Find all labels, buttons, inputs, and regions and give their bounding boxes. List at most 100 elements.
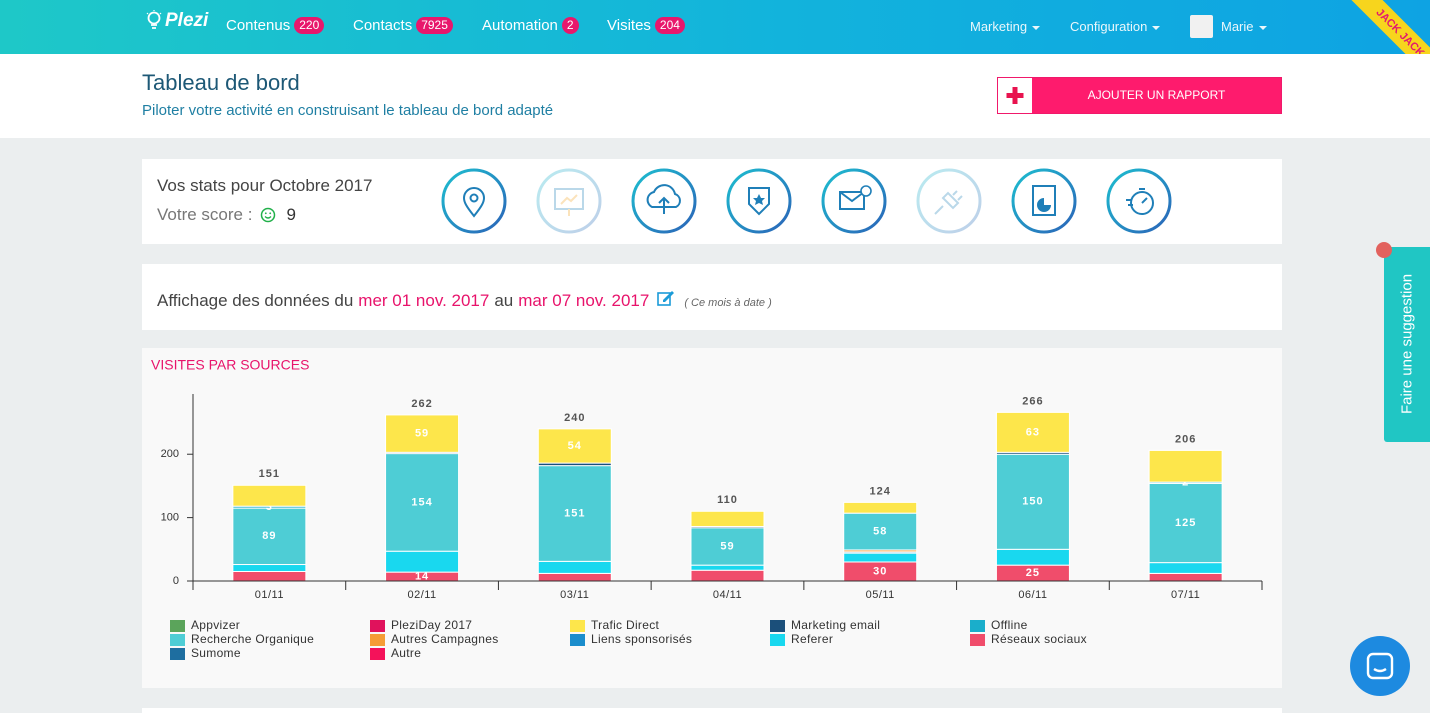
legend-swatch — [170, 634, 185, 646]
legend-label: Sumome — [191, 646, 241, 660]
bar-segment — [690, 564, 765, 571]
button-label: AJOUTER UN RAPPORT — [1032, 78, 1281, 113]
score-label: Votre score : — [157, 205, 253, 224]
bar-segment — [690, 569, 765, 582]
bar-segment — [995, 453, 1070, 550]
legend-label: Marketing email — [791, 618, 880, 632]
nav-label: Contenus — [226, 17, 291, 34]
nav-label: Automation — [482, 17, 558, 34]
legend-swatch — [970, 634, 985, 646]
x-tick-label: 05/11 — [866, 589, 895, 601]
stat-icon[interactable] — [916, 168, 982, 234]
bar-segment — [1148, 482, 1223, 564]
logo-text: Plezi — [165, 10, 209, 31]
chart-title: VISITES PAR SOURCES — [151, 357, 309, 373]
add-report-button[interactable]: AJOUTER UN RAPPORT — [997, 77, 1282, 114]
nav-badge: 7925 — [416, 17, 453, 34]
bar-segment — [537, 572, 612, 582]
page-title: Tableau de bord — [142, 70, 300, 95]
segment-label: 89 — [262, 530, 276, 542]
legend-label: Trafic Direct — [591, 618, 659, 632]
period-prefix: Affichage des données du — [157, 291, 354, 310]
nav-label: Visites — [607, 17, 651, 34]
bar-segment — [385, 453, 460, 552]
bar-segment — [843, 512, 918, 551]
user-menu[interactable]: Marie — [1221, 19, 1267, 34]
bar-segment — [1148, 562, 1223, 574]
chat-launcher[interactable] — [1350, 636, 1410, 696]
stat-icon[interactable] — [1011, 168, 1077, 234]
bar-segment — [1148, 449, 1223, 483]
legend-swatch — [370, 634, 385, 646]
page-subtitle: Piloter votre activité en construisant l… — [142, 102, 554, 119]
legend-swatch — [770, 620, 785, 632]
nav-item[interactable]: Automation 2 — [482, 17, 579, 34]
legend-swatch — [770, 634, 785, 646]
legend-label: Recherche Organique — [191, 632, 314, 646]
bar-segment — [537, 560, 612, 574]
legend-swatch — [370, 648, 385, 660]
bar-segment — [1148, 572, 1223, 582]
bar-segment — [843, 552, 918, 563]
menu-dropdown[interactable]: Configuration — [1070, 19, 1160, 34]
x-tick-label: 07/11 — [1171, 589, 1200, 601]
stack-total: 266 — [1022, 395, 1043, 407]
legend-swatch — [970, 620, 985, 632]
legend-swatch — [170, 648, 185, 660]
stats-title: Vos stats pour Octobre 2017 — [157, 176, 373, 195]
segment-label: 30 — [873, 565, 887, 577]
suggestion-label: Faire une suggestion — [1398, 273, 1416, 415]
x-tick-label: 01/11 — [255, 589, 284, 601]
period-start[interactable]: mer 01 nov. 2017 — [358, 291, 490, 310]
bar-segment — [690, 510, 765, 527]
legend-swatch — [570, 634, 585, 646]
suggestion-tab[interactable]: Faire une suggestion — [1384, 247, 1430, 442]
segment-label: 150 — [1022, 496, 1043, 508]
stat-icon[interactable] — [821, 168, 887, 234]
score-value: 9 — [286, 205, 296, 224]
menu-dropdown[interactable]: Marketing — [970, 19, 1040, 34]
segment-label: 59 — [415, 428, 429, 440]
bar-segment — [843, 501, 918, 514]
segment-label: 59 — [720, 540, 734, 552]
stat-icon[interactable] — [631, 168, 697, 234]
stat-icon[interactable] — [536, 168, 602, 234]
segment-label: 58 — [873, 525, 887, 537]
segment-label: 125 — [1175, 517, 1196, 529]
stat-icon[interactable] — [726, 168, 792, 234]
nav-item[interactable]: Contenus 220 — [226, 17, 325, 34]
segment-label: 63 — [1026, 426, 1040, 438]
avatar[interactable] — [1190, 15, 1213, 38]
stat-icon[interactable] — [441, 168, 507, 234]
stack-total: 206 — [1175, 433, 1196, 445]
bar-segment — [232, 484, 307, 507]
legend-label: Liens sponsorisés — [591, 632, 692, 646]
period-end[interactable]: mar 07 nov. 2017 — [518, 291, 650, 310]
nav-badge: 220 — [294, 17, 325, 34]
stack-total: 110 — [717, 494, 738, 506]
legend-swatch — [570, 620, 585, 632]
period-row: Affichage des données du mer 01 nov. 201… — [157, 290, 772, 311]
stack-total: 262 — [411, 398, 432, 410]
nav-label: Contacts — [353, 17, 413, 34]
legend-label: Referer — [791, 632, 833, 646]
bar-segment — [537, 428, 612, 464]
segment-label: 14 — [415, 570, 429, 582]
bar-segment — [690, 527, 765, 566]
x-tick-label: 03/11 — [560, 589, 589, 601]
nav-item[interactable]: Contacts 7925 — [353, 17, 453, 34]
legend-swatch — [370, 620, 385, 632]
legend-label: Réseaux sociaux — [991, 632, 1087, 646]
stack-total: 240 — [564, 412, 585, 424]
bar-segment — [995, 548, 1070, 566]
y-tick-label: 100 — [161, 512, 179, 524]
segment-label: 54 — [568, 440, 582, 452]
logo[interactable]: Plezi — [146, 10, 208, 32]
nav-item[interactable]: Visites 204 — [607, 17, 685, 34]
edit-icon[interactable] — [657, 290, 675, 306]
legend-swatch — [170, 620, 185, 632]
legend-label: Appvizer — [191, 618, 240, 632]
stat-icon[interactable] — [1106, 168, 1172, 234]
